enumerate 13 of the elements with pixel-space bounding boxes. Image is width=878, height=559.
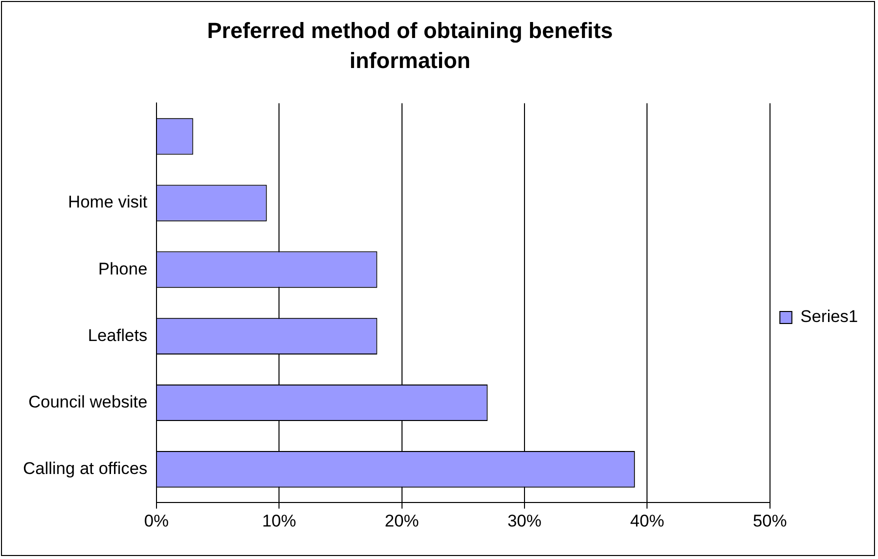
x-tick-label: 40% xyxy=(630,511,664,530)
y-tick-label: Council website xyxy=(28,392,148,412)
y-tick-label: Home visit xyxy=(68,192,148,212)
x-tick-label: 10% xyxy=(262,511,296,530)
legend-label: Series1 xyxy=(800,307,858,326)
chart-title: Preferred method of obtaining benefits information xyxy=(206,17,614,75)
x-tick-label: 30% xyxy=(507,511,542,530)
x-tick-label: 50% xyxy=(752,511,787,530)
y-tick-label: Calling at offices xyxy=(23,459,148,478)
y-tick-label: Phone xyxy=(98,259,148,278)
y-tick-label: Leaflets xyxy=(88,326,148,345)
x-tick-label: 20% xyxy=(384,511,419,530)
x-tick-label: 0% xyxy=(144,511,169,530)
